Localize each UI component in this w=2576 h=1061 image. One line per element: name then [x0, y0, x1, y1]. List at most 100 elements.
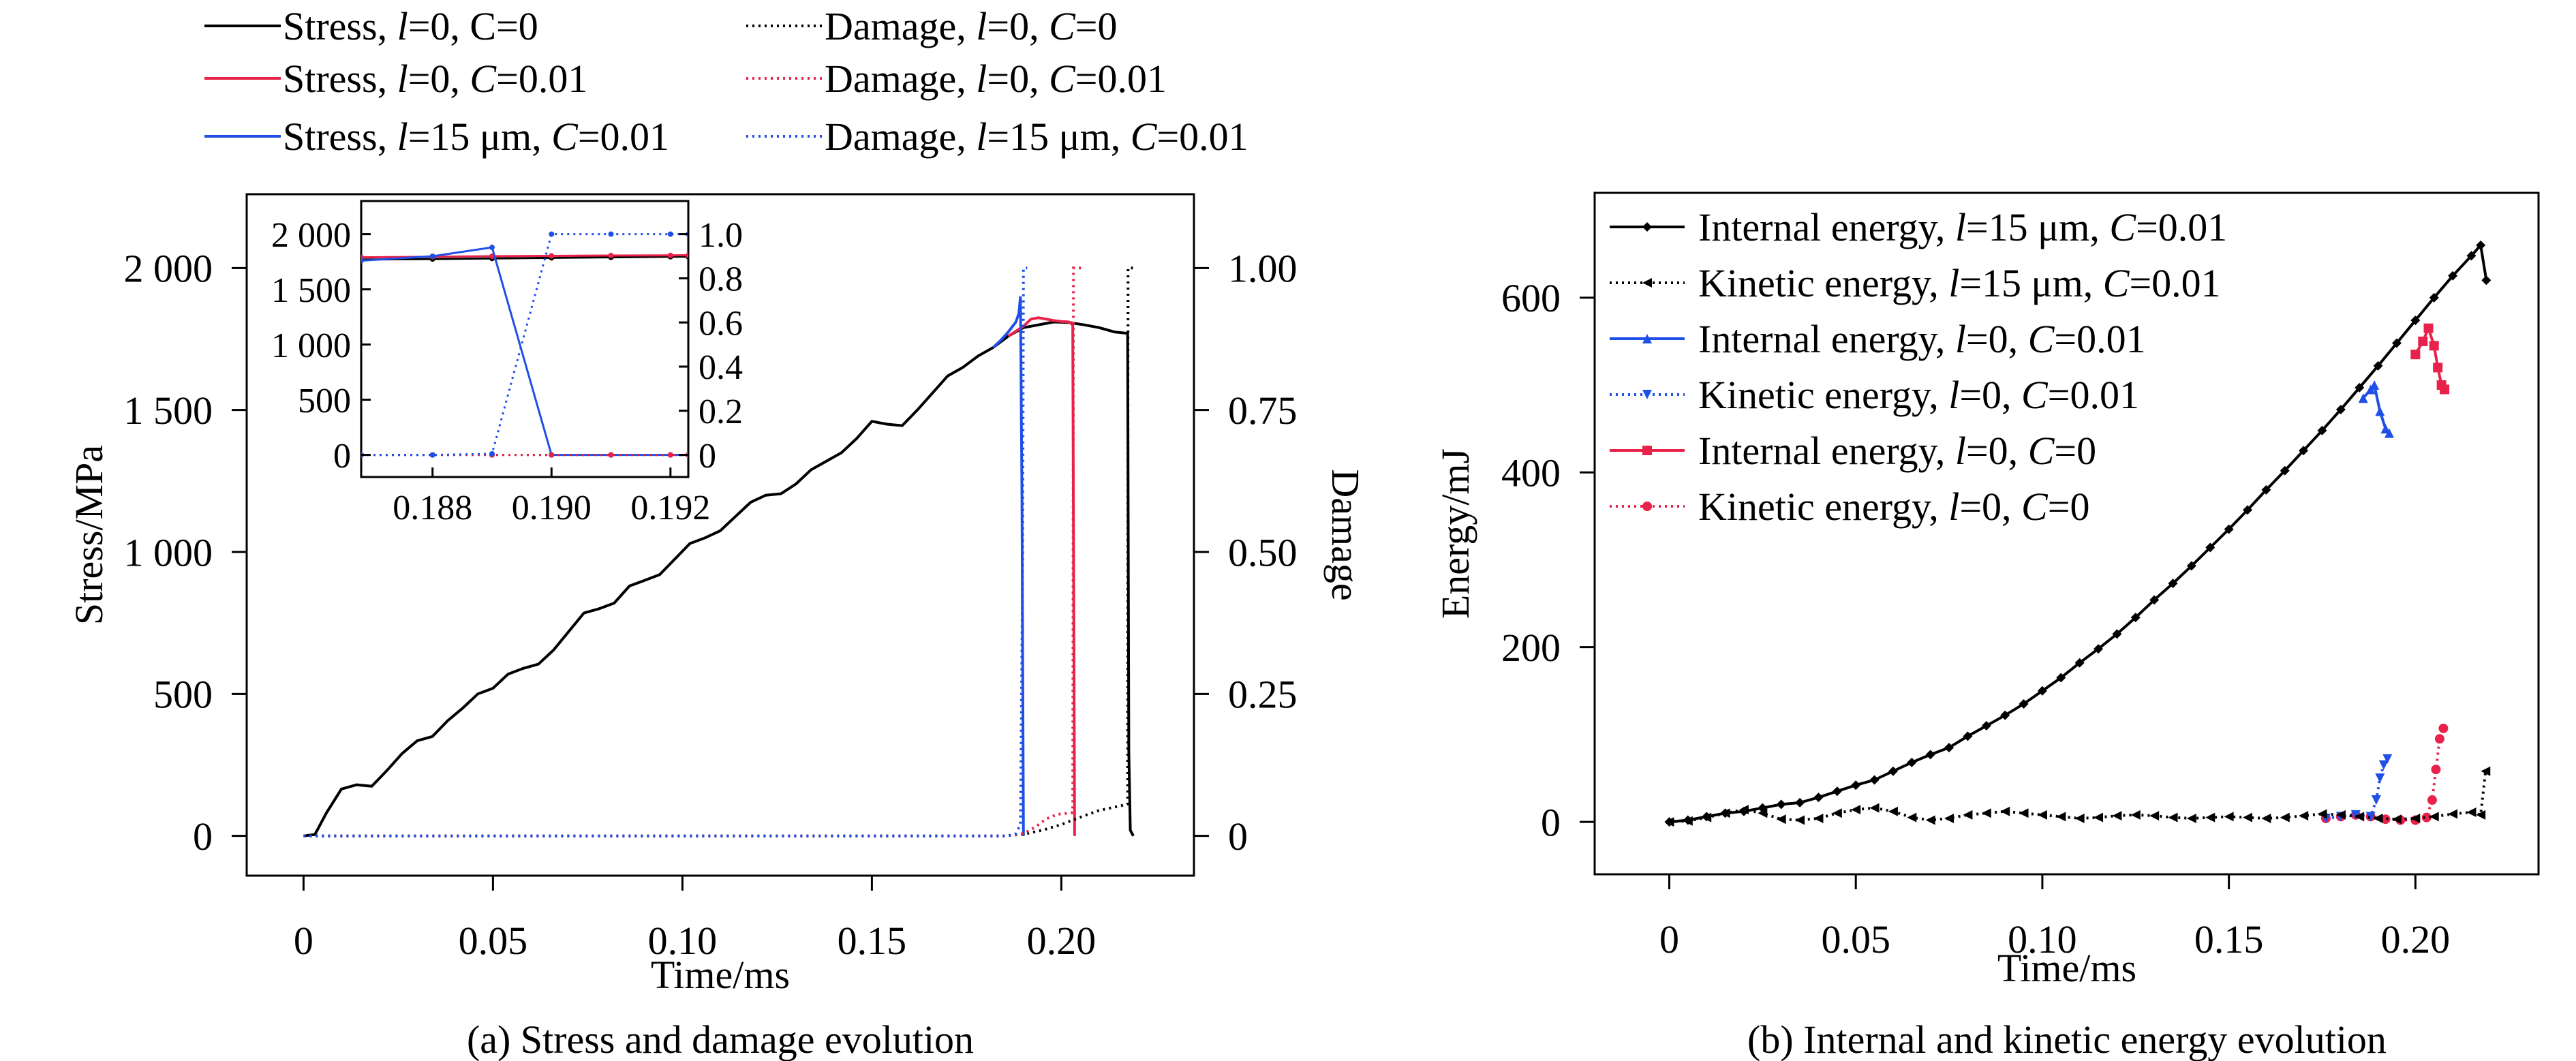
data-point	[2019, 808, 2029, 818]
legend-entry-text-part: l	[976, 114, 987, 159]
data-point	[1944, 813, 1954, 823]
data-point	[2074, 658, 2085, 668]
legend-entry-text-part: =15 μm,	[408, 114, 551, 159]
data-point	[2375, 773, 2385, 783]
data-point	[2112, 629, 2122, 639]
data-point	[1869, 803, 1880, 813]
data-point	[2168, 579, 2178, 589]
y-tick-label: 0	[193, 814, 213, 859]
inset-point	[549, 231, 555, 237]
legend-entry-text-part: =0.01	[1156, 114, 1248, 159]
panel-a-inset: 0.188 0.190 0.192 0 500 1 000 1 500 2 000 0 0.2 0.…	[271, 200, 743, 527]
legend-marker	[1642, 446, 1652, 455]
panel-a-series	[303, 266, 1135, 837]
legend-entry-text: Damage, l=15 μm, C=0.01	[825, 114, 1248, 159]
series-line-3	[2325, 728, 2445, 822]
inset-point	[361, 258, 364, 264]
legend-entry-text-part: l	[1948, 373, 1959, 417]
data-point	[2243, 505, 2253, 515]
data-point	[2261, 485, 2271, 495]
inset-point	[429, 452, 435, 458]
data-point	[2378, 760, 2389, 770]
data-point	[2224, 812, 2234, 822]
data-point	[2429, 812, 2439, 822]
panel-a-plot-frame	[245, 193, 1195, 877]
legend-entry-text-part: l	[1955, 317, 1966, 361]
data-point	[1907, 812, 1917, 822]
x-tick-label: 0.10	[648, 919, 718, 963]
legend-entry-text-part: Kinetic energy,	[1698, 373, 1948, 417]
legend-entry-text-part: =15 μm,	[1966, 205, 2109, 249]
inset-point	[608, 452, 614, 458]
y-tick-label: 500	[298, 382, 351, 420]
data-point	[2094, 812, 2104, 822]
data-point	[2019, 699, 2029, 709]
data-point	[2037, 810, 2047, 820]
y2-tick-label: 0	[1228, 814, 1248, 859]
data-point	[2433, 363, 2443, 373]
legend-entry-text: Internal energy, l=0, C=0	[1698, 429, 2096, 473]
legend-entry-text-part: l	[397, 4, 408, 48]
legend-entry-text-part: Stress,	[283, 57, 397, 101]
data-point	[2056, 673, 2066, 683]
legend-entry-text-part: Damage,	[825, 57, 976, 101]
x-tick-label: 0.10	[2008, 917, 2077, 962]
legend-entry-text: Kinetic energy, l=15 μm, C=0.01	[1698, 261, 2221, 305]
data-point	[2476, 810, 2486, 820]
legend-entry-text-part: C	[470, 57, 497, 101]
data-point	[1832, 808, 1842, 818]
data-point	[1981, 721, 1991, 731]
data-point	[1888, 806, 1898, 816]
data-point	[2380, 814, 2391, 825]
data-point	[1813, 813, 1824, 823]
legend-entry-text-part: Internal energy,	[1698, 205, 1955, 249]
legend-entry-text-part: =0	[2048, 485, 2090, 529]
y-tick-label: 500	[153, 673, 213, 717]
legend-entry-text-part: =0,	[1966, 429, 2028, 473]
data-point	[2427, 795, 2437, 805]
legend-entry-text-part: C	[2021, 373, 2049, 417]
data-point	[2186, 813, 2196, 823]
series-line-0	[303, 320, 1135, 837]
data-point	[2205, 542, 2215, 553]
legend-marker	[1642, 222, 1652, 232]
data-point	[2130, 613, 2141, 623]
data-point	[2355, 382, 2365, 393]
legend-entry-text-part: =0.01	[1075, 57, 1167, 101]
data-point	[1925, 750, 1935, 760]
inset-point	[429, 253, 435, 259]
legend-entry-text-part: C	[2021, 485, 2049, 529]
legend-entry-text-part: Internal energy,	[1698, 429, 1955, 473]
data-point	[2365, 812, 2376, 822]
legend-entry-text: Stress, l=15 μm, C=0.01	[283, 114, 669, 159]
data-point	[2418, 336, 2428, 346]
y-tick-label: 600	[1501, 276, 1561, 320]
panel-a-caption: (a) Stress and damage evolution	[467, 1017, 974, 1061]
data-point	[1758, 808, 1768, 818]
x-tick-label: 0.20	[1027, 919, 1097, 963]
data-point	[2205, 812, 2215, 822]
data-point	[2074, 813, 2085, 823]
data-point	[2385, 428, 2395, 438]
legend-entry-text-part: =0.01	[2054, 317, 2145, 361]
data-point	[2391, 338, 2402, 348]
data-point	[2149, 811, 2160, 821]
legend-entry-text-part: =15 μm,	[1959, 261, 2102, 305]
inset-frame	[360, 200, 690, 478]
panel-a-ylabel: Stress/MPa	[67, 445, 111, 625]
legend-entry-text-part: =0,	[1966, 317, 2028, 361]
data-point	[2410, 350, 2421, 360]
legend-entry-text-part: C	[2103, 261, 2130, 305]
data-point	[2429, 292, 2439, 303]
x-tick-label: 0.190	[512, 489, 592, 527]
data-point	[2438, 723, 2449, 733]
x-tick-label: 0.05	[1821, 917, 1890, 962]
panel-b-caption: (b) Internal and kinetic energy evolutio…	[1747, 1017, 2387, 1061]
y2-tick-label: 0.6	[699, 304, 743, 343]
inset-point	[667, 452, 673, 458]
legend-entry-text: Damage, l=0, C=0	[825, 4, 1117, 48]
legend-entry-text-part: C	[1131, 114, 1158, 159]
data-point	[2431, 765, 2441, 775]
y2-tick-label: 0.75	[1228, 388, 1298, 433]
